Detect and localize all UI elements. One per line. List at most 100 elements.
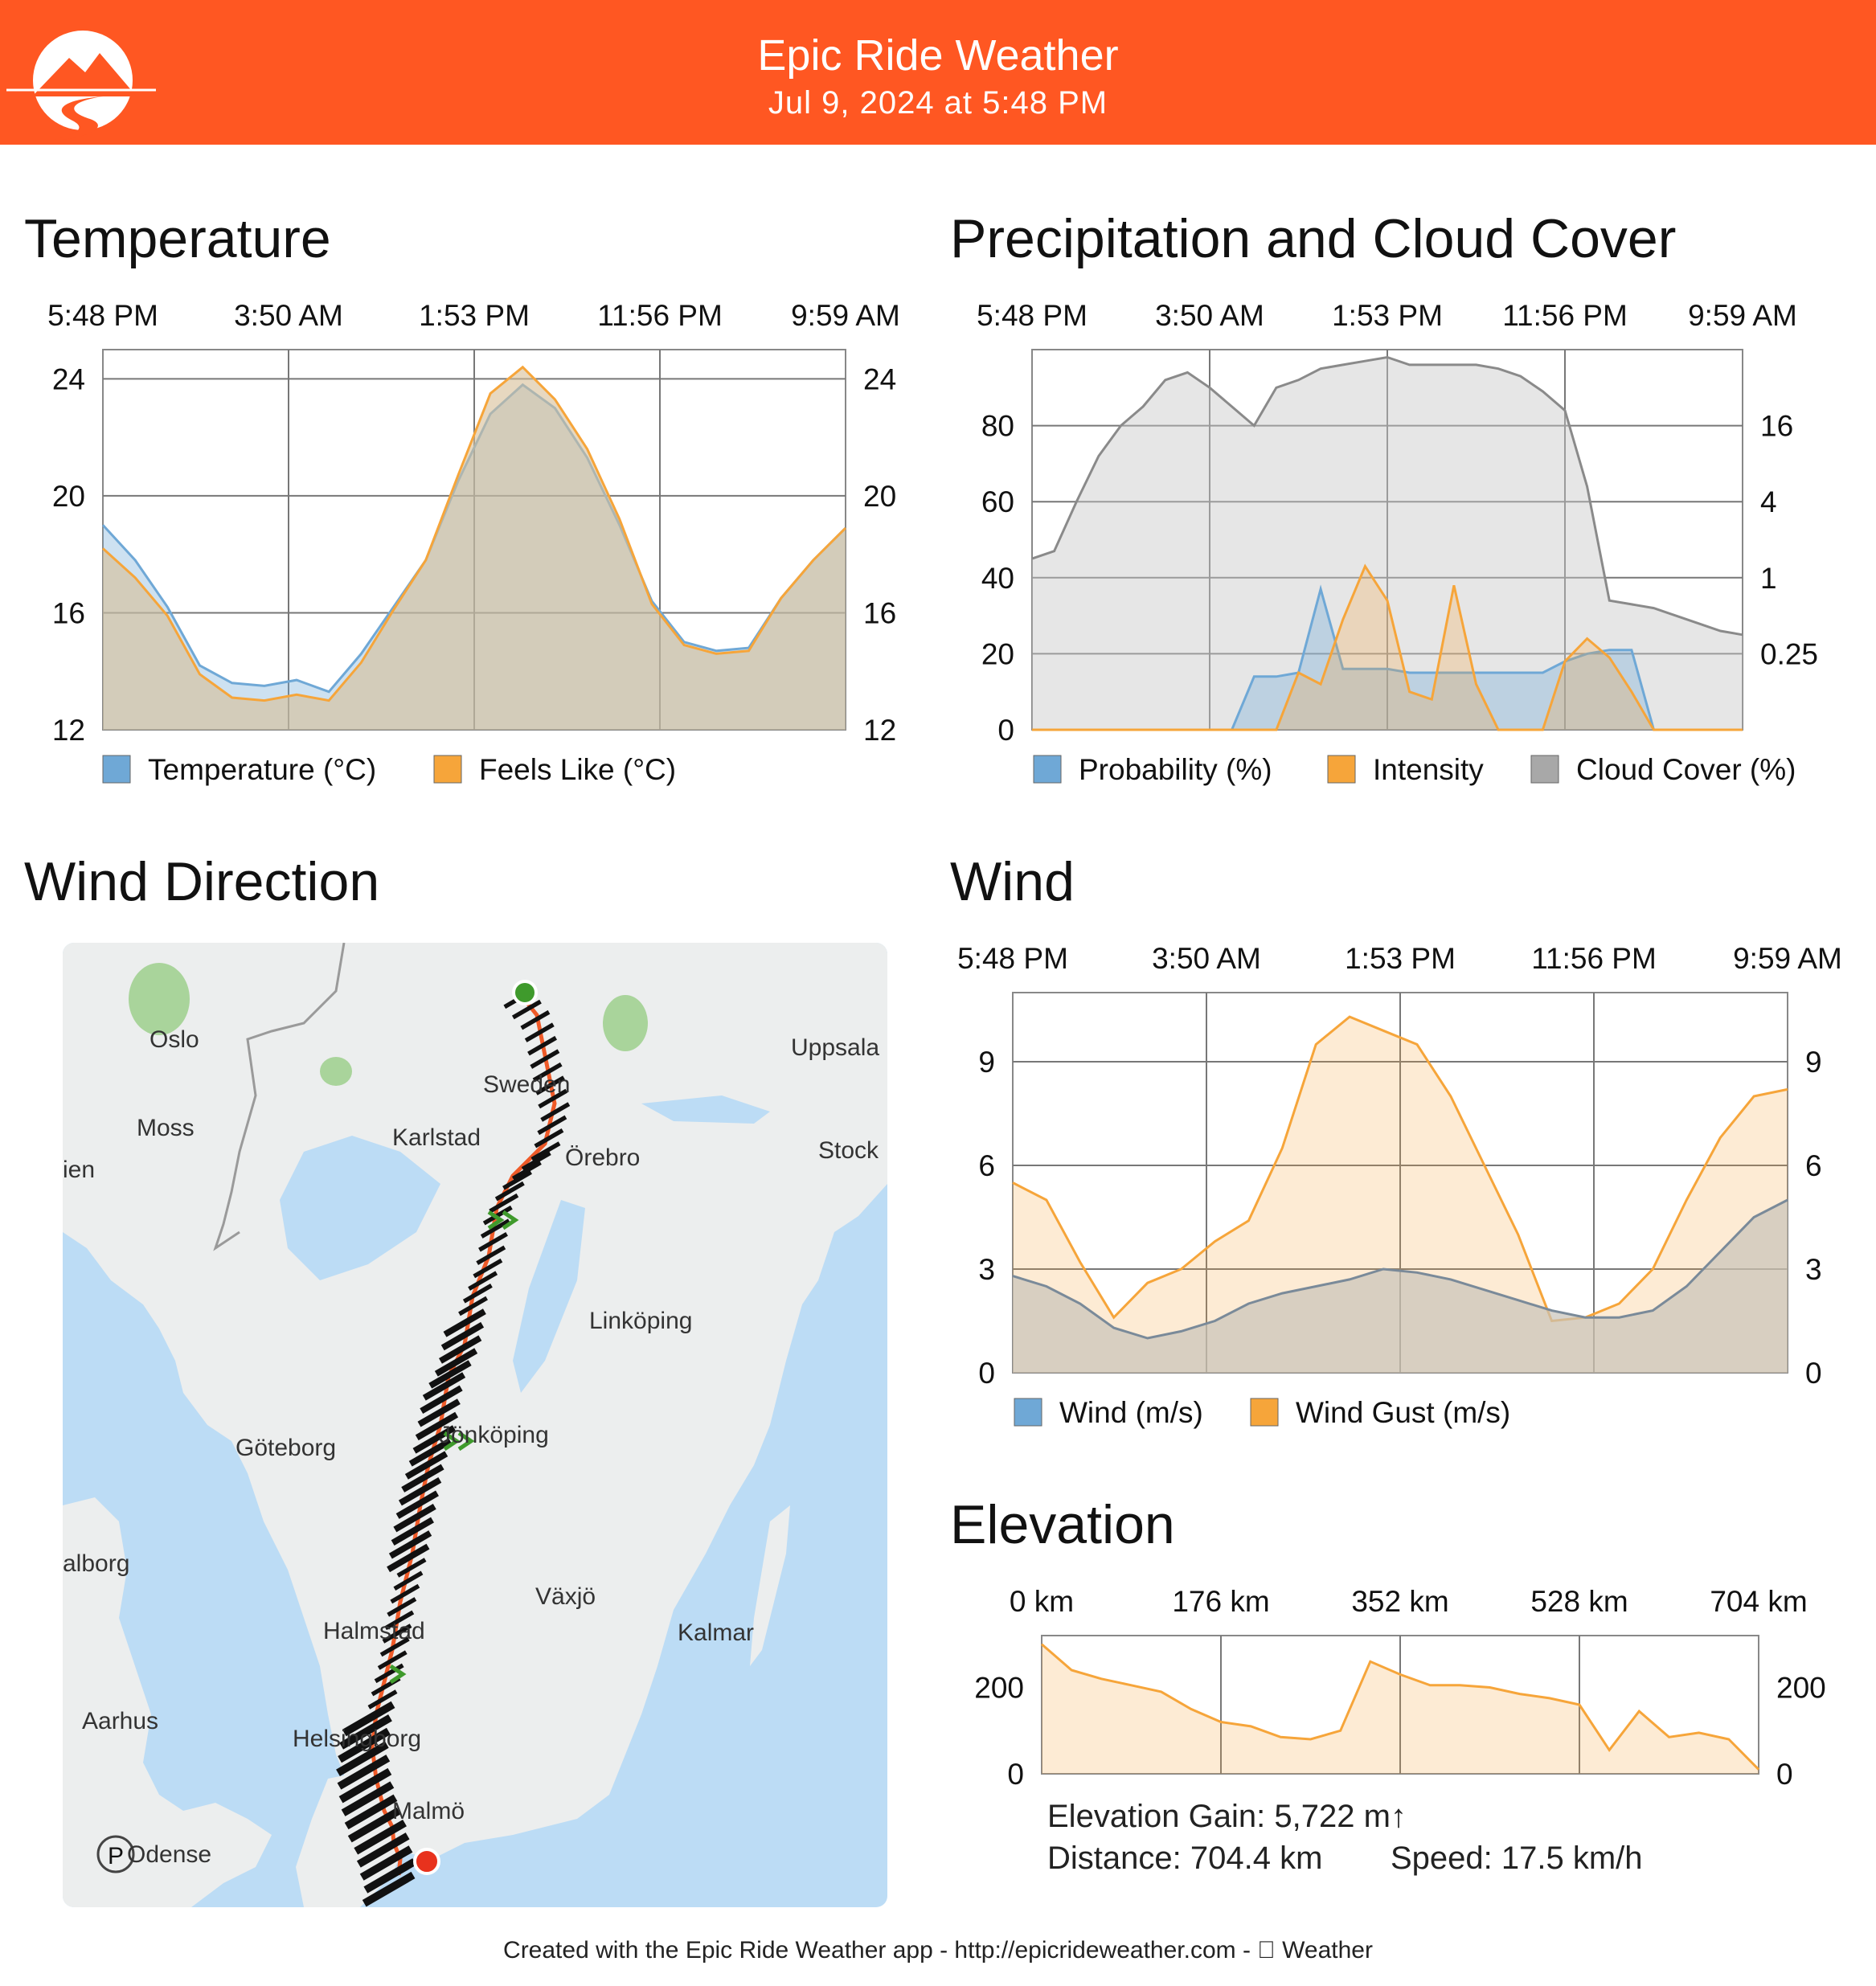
footer-credit: Created with the Epic Ride Weather app -… <box>503 1937 1373 1963</box>
wind-barb <box>362 1871 416 1907</box>
app-logo-icon <box>6 31 156 140</box>
y-tick-label: 0 <box>997 714 1014 747</box>
wind-barb <box>398 1477 442 1506</box>
wind-barb <box>489 1193 519 1214</box>
map-label-vaxjo: Växjö <box>535 1583 596 1610</box>
series-line-2 <box>1012 1198 1788 1340</box>
wind-barb <box>393 1504 436 1533</box>
wind-barb <box>341 1781 395 1816</box>
wind-direction-map[interactable]: P Oslo Uppsala Sweden Moss Karlstad Öreb… <box>63 943 887 1907</box>
x-tick-label: 11:56 PM <box>1502 299 1628 332</box>
x-tick-label: 528 km <box>1530 1585 1628 1618</box>
wind-barb <box>338 1727 391 1763</box>
legend-label: Wind Gust (m/s) <box>1296 1396 1510 1429</box>
legend-label: Feels Like (°C) <box>479 753 676 786</box>
wind-barb <box>478 1231 508 1252</box>
x-tick-label: 11:56 PM <box>1531 942 1657 975</box>
x-tick-label: 5:48 PM <box>47 299 158 332</box>
wind-barb <box>534 1128 564 1149</box>
legend-swatch <box>1327 755 1356 784</box>
y-tick-label: 20 <box>981 637 1014 670</box>
wind-barb <box>458 1296 489 1316</box>
wind-title: Wind <box>950 851 1075 912</box>
wind-barb <box>443 1308 486 1337</box>
wind-barb <box>412 1425 456 1454</box>
map-locate-icon[interactable]: P <box>96 1835 135 1873</box>
wind-barb <box>511 999 542 1020</box>
wind-barb <box>347 1807 401 1843</box>
y-tick-label: 0 <box>978 1357 995 1390</box>
map-label-orebro: Örebro <box>565 1145 640 1171</box>
wind-barb <box>384 1610 415 1631</box>
temperature-chart: 5:48 PM 3:50 AM 1:53 PM 11:56 PM 9:59 AM 12 16… <box>47 299 900 786</box>
wind-barb <box>434 1348 478 1377</box>
wind-barb <box>391 1517 434 1546</box>
wind-barb <box>511 1161 542 1181</box>
wind-barb <box>339 1714 392 1750</box>
wind-barb <box>390 1583 420 1604</box>
legend-label: Intensity <box>1373 753 1484 786</box>
series-area-1 <box>1013 1017 1788 1373</box>
wind-barb <box>404 1451 449 1480</box>
series-line-1 <box>1041 1643 1760 1771</box>
y-tick-label: 200 <box>1776 1672 1826 1705</box>
wind-barb <box>336 1741 389 1776</box>
precipitation-title: Precipitation and Cloud Cover <box>950 208 1677 269</box>
y-tick-label: 80 <box>981 410 1014 443</box>
legend-swatch <box>433 755 462 784</box>
map-forest <box>320 1057 352 1086</box>
map-label-moss: Moss <box>137 1115 195 1141</box>
route-direction-icon <box>389 1664 407 1685</box>
wind-barb <box>520 1009 551 1030</box>
route-start-marker[interactable] <box>512 980 538 1005</box>
wind-barb <box>387 1597 417 1617</box>
elevation-gain: Elevation Gain: 5,722 m↑ <box>1047 1799 1407 1834</box>
wind-barb <box>537 1115 567 1136</box>
legend-swatch <box>1530 755 1559 784</box>
x-tick-label: 9:59 AM <box>1733 942 1842 975</box>
map-border-norway <box>213 943 346 1251</box>
map-land-oland <box>750 1505 790 1666</box>
wind-barb <box>338 1767 392 1804</box>
wind-barb <box>428 1360 472 1389</box>
x-tick-label: 11:56 PM <box>597 299 723 332</box>
wind-direction-title: Wind Direction <box>24 851 380 912</box>
series-line-3 <box>1032 563 1743 731</box>
wind-barb <box>354 1819 407 1855</box>
x-tick-label: 1:53 PM <box>1345 942 1456 975</box>
elevation-chart: 0 km 176 km 352 km 528 km 704 km 0 200 0 200 <box>974 1585 1826 1791</box>
wind-barb <box>524 1022 555 1042</box>
y-tick-label: 60 <box>981 485 1014 518</box>
map-label-karlstad: Karlstad <box>392 1124 481 1151</box>
map-label-ien: ien <box>63 1157 95 1183</box>
legend-label: Temperature (°C) <box>148 753 376 786</box>
wind-barb <box>527 1035 558 1056</box>
map-forest <box>603 995 648 1051</box>
wind-barb <box>440 1321 485 1351</box>
wind-barb <box>521 1151 551 1171</box>
precipitation-chart: 5:48 PM 3:50 AM 1:53 PM 11:56 PM 9:59 AM 0 20 4… <box>977 299 1818 786</box>
y-tick-label: 3 <box>1805 1253 1822 1286</box>
wind-barb <box>374 1663 404 1684</box>
app-title: Epic Ride Weather <box>757 31 1119 80</box>
ride-distance: Distance: 704.4 km <box>1047 1841 1323 1876</box>
map-label-sweden: Sweden <box>483 1071 570 1098</box>
wind-barb <box>494 1181 525 1202</box>
x-tick-label: 9:59 AM <box>791 299 900 332</box>
wind-barb <box>530 1141 561 1161</box>
wind-barb <box>382 1624 412 1644</box>
y-tick-label: 0 <box>1805 1357 1822 1390</box>
wind-barb <box>363 1858 417 1894</box>
legend-swatch <box>1014 1398 1042 1427</box>
y-tick-label: 16 <box>52 596 85 629</box>
wind-barb <box>502 1170 532 1190</box>
y-tick-label: 20 <box>52 480 85 513</box>
y-tick-label: 6 <box>978 1149 995 1182</box>
map-label-goteborg: Göteborg <box>236 1435 336 1461</box>
y-tick-label: 9 <box>1805 1046 1822 1079</box>
legend-swatch <box>1250 1398 1279 1427</box>
route-end-marker[interactable] <box>413 1848 440 1875</box>
map-label-stockholm: Stock <box>818 1137 879 1164</box>
y-tick-label: 40 <box>981 562 1014 595</box>
y-tick-label: 16 <box>863 596 896 629</box>
